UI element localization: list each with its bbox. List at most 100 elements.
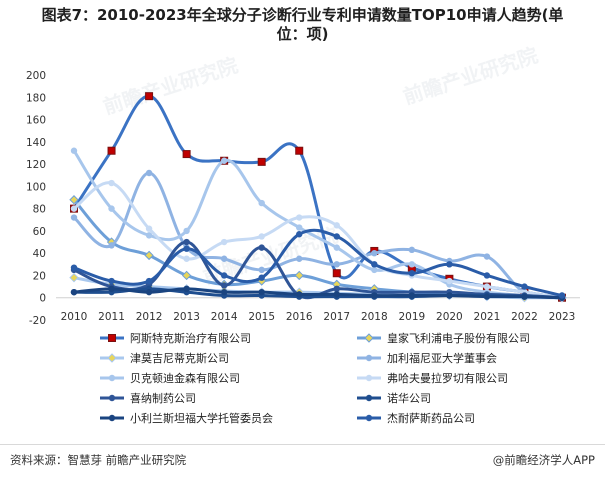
legend-swatch-marker [108,414,116,422]
series-point [558,292,566,299]
chart-svg: -20 0 20 40 60 80 100 120 140 160 180 200 2010 2011 20… [26,70,580,425]
series-point [521,293,528,300]
series-point [145,225,153,232]
legend-label: 加利福尼亚大学董事会 [387,351,497,365]
series-point [296,231,303,238]
legend-label: 小利兰斯坦福大学托管委员会 [130,411,273,425]
legend-item: 小利兰斯坦福大学托管委员会 [100,411,273,425]
legend-label: 贝克顿迪金森有限公司 [130,371,240,385]
series-point [295,146,304,155]
series-point [333,261,340,268]
series-point [220,272,228,279]
series-point [483,283,491,290]
legend-label: 杰耐萨斯药品公司 [387,412,475,425]
legend-label: 皇家飞利浦电子股份有限公司 [387,331,530,345]
series-point [333,291,340,298]
series-point [296,255,303,262]
series-point [70,264,78,271]
series-point [258,244,265,251]
legend-swatch-marker [364,333,374,343]
series-point [408,270,416,277]
x-tick-label: 2011 [98,311,125,323]
legend-item: 弗哈夫曼拉罗切有限公司 [357,371,508,385]
legend-swatch-marker [108,394,116,402]
x-tick-label: 2014 [211,311,238,323]
series-point [258,233,265,240]
series-point [371,261,378,268]
y-tick-label: 160 [26,115,46,127]
legend-label: 津莫吉尼蒂克斯公司 [130,352,229,365]
series-point [296,291,303,298]
x-tick-label: 2021 [474,311,501,323]
series-point [257,157,266,166]
series-point [145,169,153,177]
series-point [70,205,78,212]
series-point [70,214,78,221]
brand-text: @前瞻经济学人APP [492,453,595,467]
x-tick-label: 2010 [61,311,88,323]
legend-item: 杰耐萨斯药品公司 [357,412,475,425]
source-text: 资料来源：智慧芽 前瞻产业研究院 [10,453,187,467]
series-point [70,147,78,154]
x-tick-label: 2022 [511,311,538,323]
series-point [296,224,303,231]
series-line [72,94,564,300]
legend-item: 皇家飞利浦电子股份有限公司 [357,331,530,345]
y-tick-label: 140 [26,137,46,149]
series-point [333,244,340,251]
series-point [220,238,228,246]
y-tick-label: 200 [26,70,46,82]
series-group [70,228,566,299]
series-point [446,261,453,268]
series-point [220,255,228,262]
y-tick-label: 60 [33,226,46,238]
legend-swatch-marker [365,414,373,422]
series-point [70,288,78,296]
series-point [521,283,528,290]
series-point [145,277,153,285]
x-tick-label: 2023 [549,311,576,323]
series-group [70,92,566,302]
series-line [72,181,564,300]
series-point [483,272,491,279]
legend-item: 喜纳制药公司 [100,392,196,405]
y-tick-label: 20 [33,270,46,282]
legend-swatch-marker [365,374,373,382]
series-point [108,285,115,293]
series-point [183,245,190,252]
series-line [72,228,564,297]
y-tick-label: 100 [26,181,46,193]
y-tick-label: 0 [39,293,46,305]
x-tick-label: 2020 [436,311,463,323]
series-point [258,288,265,296]
legend-label: 喜纳制药公司 [130,392,196,405]
x-tick-label: 2018 [361,311,388,323]
legend-swatch-marker [365,354,373,362]
x-tick-label: 2019 [398,311,425,323]
series-point [182,150,191,159]
legend-label: 阿斯特克斯治疗有限公司 [130,331,251,345]
series-point [220,282,228,289]
series-point [144,250,154,261]
x-tick-label: 2016 [286,311,313,323]
series-point [408,246,416,254]
legend-swatch-marker [108,334,116,342]
y-tick-label: 40 [33,248,46,260]
series-point [371,249,378,257]
series-point [371,292,378,299]
y-tick-label: -20 [29,315,46,327]
series-point [296,214,303,221]
series-point [333,233,340,240]
x-tick-label: 2012 [136,311,163,323]
series-point [181,270,192,281]
series-point [483,293,491,300]
y-tick-label: 120 [26,159,46,171]
series-point [183,285,190,293]
series-point [69,272,79,283]
series-point [145,232,153,239]
series-point [408,261,416,268]
series-point [446,292,453,299]
chart-title-line1: 图表7：2010-2023年全球分子诊断行业专利申请数量TOP10申请人趋势(单 [41,6,564,24]
series-point [258,274,265,281]
series-point [183,238,190,246]
